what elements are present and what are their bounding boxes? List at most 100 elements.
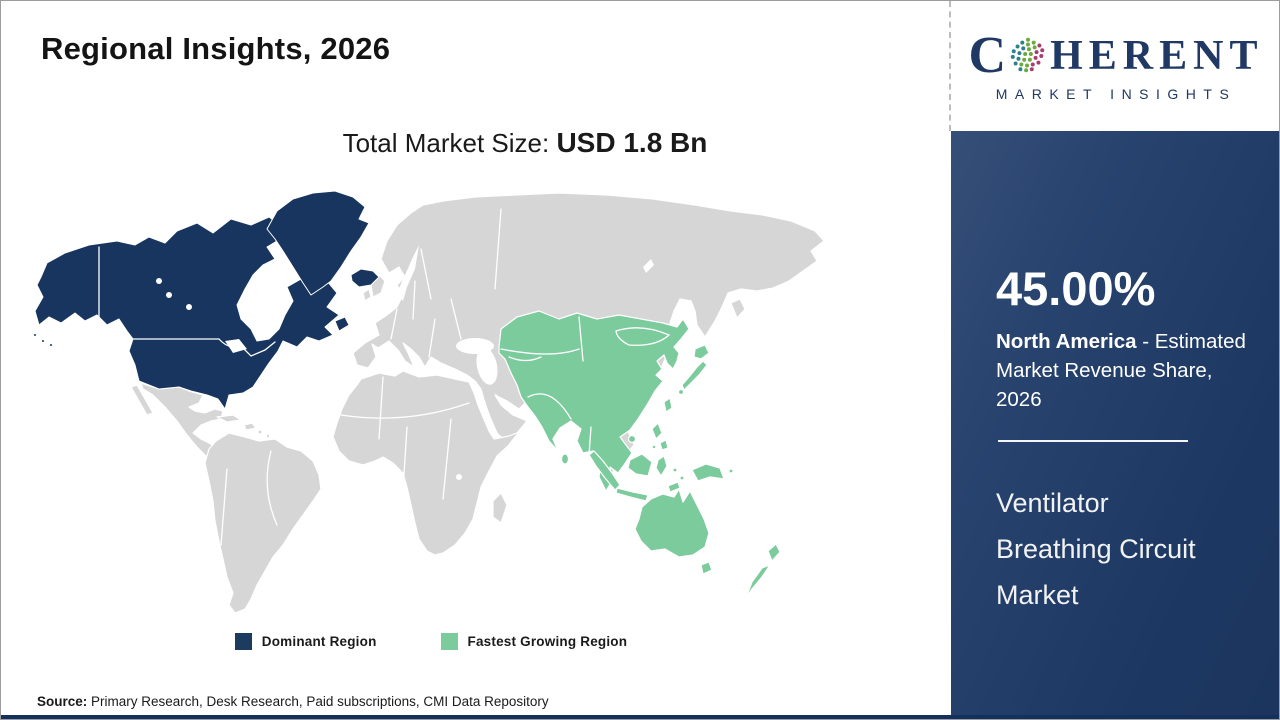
border-africa-e (442, 418, 452, 500)
landmass-asia-pacific-mainland (498, 310, 690, 492)
legend-item-fastest-growing: Fastest Growing Region (440, 633, 628, 650)
lake-victoria (456, 474, 462, 480)
island-madagascar (492, 492, 508, 524)
island-sakhalin (730, 298, 746, 319)
brand-letter-c: C (968, 27, 1007, 84)
sea-caspian (476, 347, 498, 385)
border-finland-russia (420, 248, 432, 300)
lakes-great (225, 339, 247, 353)
source-label: Source: (37, 694, 88, 709)
border-urals (494, 208, 502, 290)
border-mongolia (615, 327, 671, 346)
border-us-canada (130, 338, 276, 357)
island-newfoundland (334, 316, 350, 332)
map-legend: Dominant Region Fastest Growing Region (31, 633, 831, 650)
country-borders (98, 208, 671, 546)
stat-sidebar: 45.00% North America - Estimated Market … (951, 131, 1279, 719)
island-kyushu (677, 388, 685, 396)
island-maluku-2 (679, 475, 685, 481)
landmass-australia (634, 488, 710, 558)
island-hispaniola (243, 422, 257, 431)
legend-item-dominant: Dominant Region (234, 633, 377, 650)
market-size-value: USD 1.8 Bn (556, 127, 708, 158)
share-region: North America (996, 330, 1137, 353)
world-map-svg (33, 190, 825, 614)
island-puerto-rico (257, 429, 263, 435)
lake-winnipeg (186, 304, 192, 310)
market-size-label: Total Market Size: (342, 128, 557, 158)
inland-seas (156, 245, 654, 480)
legend-swatch-fastest-growing (440, 633, 458, 650)
border-africa-w (378, 376, 384, 440)
island-taiwan (663, 397, 673, 413)
lake-great-slave (166, 292, 172, 298)
island-mindanao-philippines (659, 439, 669, 451)
border-sahara (340, 402, 470, 419)
island-new-zealand-south (745, 564, 771, 599)
border-myanmar-thailand (588, 426, 592, 456)
legend-label-dominant: Dominant Region (261, 634, 377, 649)
island-timor (667, 481, 681, 493)
island-luzon-philippines (651, 422, 663, 440)
lake-great-bear (156, 278, 162, 284)
island-aleutian-2 (41, 339, 45, 343)
island-sri-lanka (560, 453, 570, 465)
world-map (31, 189, 831, 629)
share-desc-text: - Estimated Market Revenue Share, 2026 (996, 330, 1246, 411)
brand-letters-rest: HERENT (1050, 33, 1264, 79)
island-cuba (216, 414, 242, 423)
lake-baikal (643, 259, 654, 273)
border-india-north (527, 393, 572, 420)
border-brazil (266, 450, 278, 526)
island-new-zealand-north (767, 543, 781, 562)
border-africa-c (402, 426, 408, 490)
border-europe-2 (412, 280, 416, 320)
share-value: 45.00% (996, 262, 1156, 315)
island-sumatra (588, 450, 621, 491)
gulf-persian (494, 392, 523, 418)
island-hokkaido (693, 344, 710, 360)
region-asia-pacific-fastest-growing (498, 310, 781, 599)
island-sulawesi (655, 455, 668, 477)
island-visayas (651, 444, 657, 450)
border-europe-3 (428, 318, 436, 358)
island-greenland (266, 190, 370, 296)
island-java (615, 487, 649, 502)
island-maluku-1 (672, 467, 678, 473)
island-solomon (728, 468, 734, 474)
border-central-asia (508, 356, 542, 362)
market-name: Ventilator Breathing Circuit Market (996, 488, 1196, 610)
legend-swatch-dominant (234, 633, 252, 650)
island-hainan (627, 434, 637, 444)
source-text: Primary Research, Desk Research, Paid su… (87, 694, 549, 709)
legend-label-fastest-growing: Fastest Growing Region (467, 634, 628, 649)
island-aleutian-3 (49, 343, 53, 347)
brand-logo: C (949, 1, 1279, 131)
peninsula-baja (130, 384, 154, 416)
border-kazakhstan-south (500, 348, 580, 355)
dotted-globe-icon (1010, 37, 1045, 73)
landmass-south-america (204, 432, 322, 614)
island-borneo (627, 453, 653, 477)
market-size-line: Total Market Size: USD 1.8 Bn (1, 127, 949, 159)
page-title: Regional Insights, 2026 (41, 31, 391, 66)
landmass-africa (332, 370, 520, 556)
brand-wordmark: C (969, 30, 1264, 82)
bottom-accent-strip (1, 715, 1279, 719)
island-aleutian-1 (33, 333, 37, 337)
share-description: North America - Estimated Market Revenue… (996, 327, 1258, 414)
island-iceland (350, 268, 380, 288)
border-kazakhstan-east (578, 316, 584, 362)
island-new-guinea (691, 463, 725, 482)
island-ireland (362, 288, 372, 302)
sidebar-divider (998, 440, 1188, 442)
border-andes (220, 468, 228, 546)
island-honshu-japan (681, 360, 708, 391)
region-north-america-dominant (33, 190, 380, 410)
source-line: Source: Primary Research, Desk Research,… (37, 694, 549, 709)
border-europe-1 (390, 308, 398, 340)
brand-tagline: MARKET INSIGHTS (995, 86, 1237, 102)
island-antilles (265, 433, 271, 439)
landmass-north-america (34, 216, 340, 410)
